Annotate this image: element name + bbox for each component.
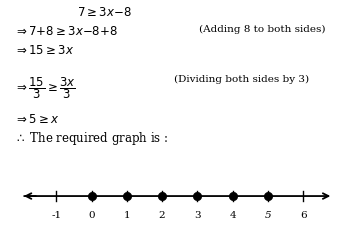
Text: 5: 5 (265, 211, 271, 220)
Text: $\Rightarrow 15 \geq 3x$: $\Rightarrow 15 \geq 3x$ (14, 44, 74, 57)
Text: 6: 6 (300, 211, 306, 220)
Text: $\Rightarrow \dfrac{15}{3} \geq \dfrac{3x}{3}$: $\Rightarrow \dfrac{15}{3} \geq \dfrac{3… (14, 75, 76, 101)
Text: -1: -1 (51, 211, 61, 220)
Text: 1: 1 (124, 211, 130, 220)
Text: 3: 3 (194, 211, 201, 220)
Text: 2: 2 (159, 211, 165, 220)
Text: (Adding 8 to both sides): (Adding 8 to both sides) (199, 25, 325, 34)
Text: $\Rightarrow 5 \geq x$: $\Rightarrow 5 \geq x$ (14, 113, 59, 126)
Text: 0: 0 (88, 211, 95, 220)
Text: $7 \geq 3x{-}8$: $7 \geq 3x{-}8$ (77, 6, 132, 19)
Text: (Dividing both sides by 3): (Dividing both sides by 3) (174, 75, 310, 84)
Text: 4: 4 (229, 211, 236, 220)
Text: $\therefore$ The required graph is :: $\therefore$ The required graph is : (14, 130, 168, 147)
Text: $\Rightarrow 7{+}8 \geq 3x{-}8{+}8$: $\Rightarrow 7{+}8 \geq 3x{-}8{+}8$ (14, 25, 118, 38)
